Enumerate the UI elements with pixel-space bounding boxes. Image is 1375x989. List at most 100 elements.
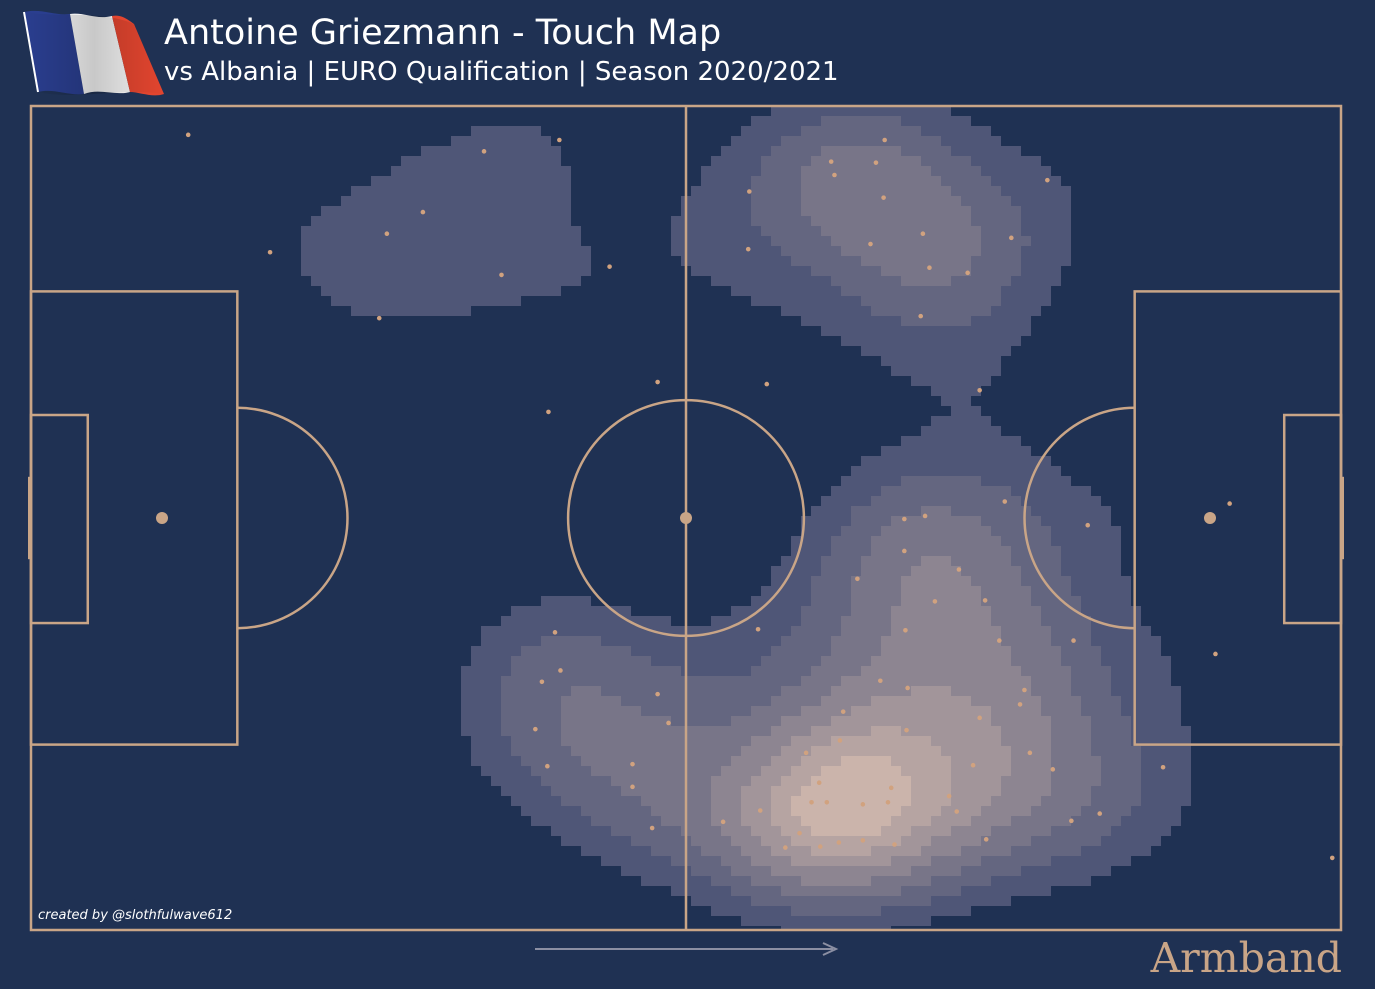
touch-point: [1097, 811, 1103, 816]
touch-point: [816, 780, 822, 786]
touch-point: [607, 264, 612, 269]
touch-point: [855, 576, 860, 582]
touch-point: [927, 265, 932, 271]
touch-point: [828, 159, 834, 164]
touch-point: [902, 548, 907, 554]
right-penalty-spot: [1204, 512, 1216, 524]
touch-point: [965, 270, 970, 276]
touch-point: [539, 679, 545, 685]
touch-point: [956, 567, 962, 572]
right-goal: [1341, 476, 1344, 560]
chart-subtitle: vs Albania | EURO Qualification | Season…: [164, 57, 839, 87]
touch-point: [878, 678, 883, 684]
touch-point: [983, 837, 989, 842]
chart-title: Antoine Griezmann - Touch Map: [164, 13, 722, 53]
touch-point: [832, 172, 837, 178]
credit-text: created by @slothfulwave612: [38, 908, 233, 923]
touch-point: [954, 809, 960, 814]
left-penalty-box: [29, 290, 239, 746]
touch-points: [185, 132, 1335, 861]
touch-point: [757, 808, 763, 813]
touch-point: [873, 160, 879, 165]
touch-point: [499, 272, 504, 278]
touch-point: [1045, 177, 1050, 183]
touch-point: [881, 195, 886, 200]
pitch-markings: [28, 104, 1344, 932]
touch-point: [655, 379, 660, 385]
touch-point: [932, 599, 938, 604]
brand-logo-text: Armband: [1150, 934, 1342, 982]
touch-point: [545, 763, 550, 769]
touch-point: [267, 249, 273, 255]
touch-point: [824, 799, 830, 805]
touch-point: [840, 709, 846, 714]
touch-point: [860, 802, 866, 807]
touch-point: [892, 842, 897, 847]
touch-point: [997, 638, 1002, 643]
touch-point: [745, 246, 751, 252]
touch-point: [1329, 855, 1335, 861]
touch-point: [533, 726, 538, 732]
touch-point: [630, 761, 635, 767]
touch-point: [1002, 499, 1008, 504]
touch-point: [783, 845, 788, 850]
touch-point: [376, 315, 382, 321]
touch-point: [809, 799, 814, 805]
touch-point: [860, 838, 866, 843]
touch-point: [817, 844, 823, 849]
touch-point: [882, 137, 887, 143]
touch-point: [755, 626, 761, 632]
touch-point: [384, 231, 390, 237]
right-penalty-arc: [1023, 406, 1135, 630]
touch-point: [1027, 750, 1033, 756]
touch-point: [1071, 638, 1076, 643]
left-penalty-spot: [156, 512, 168, 524]
touch-point: [481, 149, 487, 154]
touch-point: [558, 668, 563, 673]
left-penalty-arc: [237, 406, 349, 630]
left-goal: [28, 476, 31, 560]
touch-point: [1213, 651, 1218, 657]
touch-point: [1160, 764, 1166, 770]
touch-point: [552, 630, 558, 635]
touch-point: [888, 785, 894, 791]
density-contours: [301, 106, 1191, 930]
touch-point: [903, 627, 908, 633]
touch-point: [803, 750, 809, 756]
touch-point: [905, 685, 910, 691]
density-level: [791, 756, 911, 836]
touch-point: [837, 738, 843, 743]
touch-point: [1085, 522, 1091, 528]
touch-point: [920, 231, 926, 237]
touch-point: [1050, 767, 1056, 772]
touch-point: [1017, 702, 1023, 707]
left-six-yard-box: [29, 413, 90, 625]
touch-point: [747, 189, 752, 194]
touch-point: [836, 840, 842, 845]
touch-point: [918, 313, 924, 319]
touch-point: [970, 762, 976, 768]
touch-point: [977, 387, 982, 393]
touch-point: [902, 516, 907, 522]
touch-point: [666, 720, 671, 726]
touch-point: [630, 784, 635, 790]
touch-point: [885, 799, 891, 805]
france-flag-icon: [23, 10, 164, 96]
touch-point: [764, 381, 770, 387]
density-band: [791, 756, 911, 836]
touch-point: [977, 715, 982, 721]
touch-point: [655, 691, 660, 697]
touch-point: [546, 409, 551, 415]
touch-point: [649, 825, 655, 831]
touch-point: [1227, 501, 1232, 506]
touch-point: [982, 598, 988, 603]
touch-point: [720, 819, 726, 825]
touch-point: [420, 209, 426, 215]
touch-point: [797, 830, 802, 836]
touch-point: [1022, 687, 1027, 693]
centre-spot: [680, 512, 692, 524]
touch-point: [946, 793, 952, 799]
centre-circle: [566, 398, 806, 638]
touch-point: [904, 727, 909, 733]
